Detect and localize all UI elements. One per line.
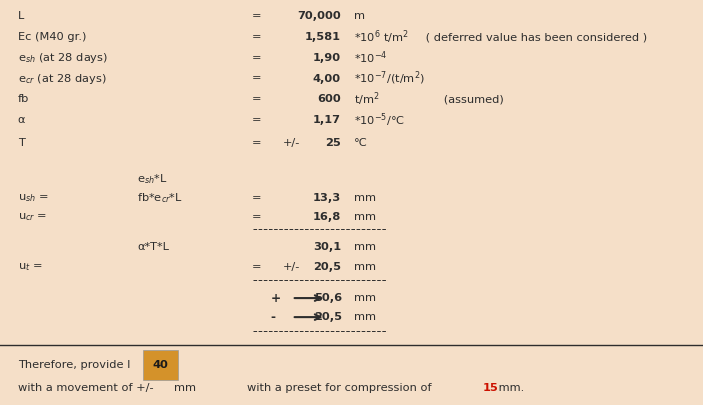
Text: e$_{sh}$*L: e$_{sh}$*L — [137, 172, 167, 186]
Text: *10$^{-4}$: *10$^{-4}$ — [354, 50, 387, 66]
Text: 70,000: 70,000 — [297, 11, 341, 21]
FancyBboxPatch shape — [143, 350, 177, 380]
Text: mm: mm — [174, 383, 196, 393]
Text: ( deferred value has been considered ): ( deferred value has been considered ) — [422, 32, 647, 42]
Text: 30,1: 30,1 — [313, 242, 341, 252]
Text: with a preset for compression of: with a preset for compression of — [247, 383, 432, 393]
Text: mm: mm — [354, 293, 375, 303]
Text: m: m — [354, 11, 365, 21]
Text: u$_t$ =: u$_t$ = — [18, 261, 42, 273]
Text: mm: mm — [354, 262, 375, 272]
Text: α*T*L: α*T*L — [137, 242, 169, 252]
Text: =: = — [252, 115, 262, 125]
Text: Ec (M40 gr.): Ec (M40 gr.) — [18, 32, 86, 42]
Text: fb*e$_{cr}$*L: fb*e$_{cr}$*L — [137, 191, 183, 205]
Text: =: = — [252, 74, 262, 83]
Text: mm: mm — [354, 312, 375, 322]
Text: =: = — [252, 11, 262, 21]
Text: 40: 40 — [153, 360, 168, 370]
Text: =: = — [252, 32, 262, 42]
Text: 600: 600 — [317, 94, 341, 104]
Text: u$_{sh}$ =: u$_{sh}$ = — [18, 192, 49, 204]
Text: (assumed): (assumed) — [422, 94, 503, 104]
Text: mm.: mm. — [495, 383, 524, 393]
Text: =: = — [252, 94, 262, 104]
Text: mm: mm — [354, 193, 375, 202]
Text: 50,6: 50,6 — [314, 293, 342, 303]
Text: 15: 15 — [482, 383, 498, 393]
Text: *10$^6$ t/m$^2$: *10$^6$ t/m$^2$ — [354, 28, 408, 46]
Text: t/m$^2$: t/m$^2$ — [354, 90, 380, 108]
Text: *10$^{-7}$/(t/m$^2$): *10$^{-7}$/(t/m$^2$) — [354, 70, 425, 87]
Text: +/-: +/- — [283, 138, 300, 148]
Text: 16,8: 16,8 — [313, 212, 341, 222]
Text: 1,581: 1,581 — [305, 32, 341, 42]
Text: Therefore, provide l: Therefore, provide l — [18, 360, 130, 370]
Text: fb: fb — [18, 94, 29, 104]
Text: =: = — [252, 138, 262, 148]
Text: =: = — [252, 262, 262, 272]
Text: 25: 25 — [325, 138, 341, 148]
Text: -: - — [271, 311, 276, 324]
Text: T: T — [18, 138, 25, 148]
Text: e$_{sh}$ (at 28 days): e$_{sh}$ (at 28 days) — [18, 51, 108, 65]
Text: with a movement of +/-: with a movement of +/- — [18, 383, 153, 393]
Text: u$_{cr}$ =: u$_{cr}$ = — [18, 211, 47, 223]
Text: +/-: +/- — [283, 262, 300, 272]
Text: 4,00: 4,00 — [313, 74, 341, 83]
Text: =: = — [252, 53, 262, 63]
Text: 1,17: 1,17 — [313, 115, 341, 125]
Text: 1,90: 1,90 — [313, 53, 341, 63]
Text: L: L — [18, 11, 24, 21]
Text: =: = — [252, 212, 262, 222]
Text: 20,5: 20,5 — [314, 312, 342, 322]
Text: 20,5: 20,5 — [313, 262, 341, 272]
Text: α: α — [18, 115, 25, 125]
Text: mm: mm — [354, 242, 375, 252]
Text: mm: mm — [354, 212, 375, 222]
Text: =: = — [252, 193, 262, 202]
Text: °C: °C — [354, 138, 367, 148]
Text: *10$^{-5}$/°C: *10$^{-5}$/°C — [354, 111, 405, 129]
Text: e$_{cr}$ (at 28 days): e$_{cr}$ (at 28 days) — [18, 72, 106, 85]
Text: 13,3: 13,3 — [313, 193, 341, 202]
Text: +: + — [271, 292, 280, 305]
